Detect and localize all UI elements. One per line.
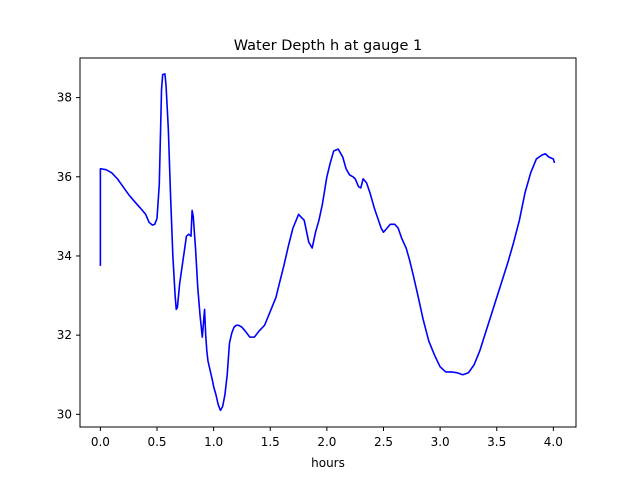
x-tick-label: 2.5 <box>374 435 393 449</box>
plot-background <box>80 58 576 427</box>
x-tick-label: 2.0 <box>317 435 336 449</box>
series-line-1 <box>99 73 556 412</box>
x-tick-label: 0.0 <box>91 435 110 449</box>
x-tick-label: 3.5 <box>487 435 506 449</box>
x-tick-label: 4.0 <box>544 435 563 449</box>
y-tick-label: 32 <box>57 328 72 342</box>
y-tick-label: 30 <box>57 407 72 421</box>
x-axis-label: hours <box>311 456 345 470</box>
plot-area: 0.0 0.5 1.0 1.5 2.0 2.5 3.0 3.5 4.0 30 32 34 36 38 <box>57 57 577 449</box>
y-tick-label: 34 <box>57 249 72 263</box>
x-tick-label: 3.0 <box>431 435 450 449</box>
chart-title: Water Depth h at gauge 1 <box>234 38 422 54</box>
y-axis-ticks: 30 32 34 36 38 <box>57 91 80 421</box>
x-tick-label: 1.0 <box>204 435 223 449</box>
x-tick-label: 1.5 <box>261 435 280 449</box>
series-layer <box>99 73 556 412</box>
x-axis-ticks: 0.0 0.5 1.0 1.5 2.0 2.5 3.0 3.5 4.0 <box>91 427 563 449</box>
x-tick-label: 0.5 <box>147 435 166 449</box>
axes-frame <box>79 57 577 428</box>
y-tick-label: 36 <box>57 170 72 184</box>
y-tick-label: 38 <box>57 91 72 105</box>
